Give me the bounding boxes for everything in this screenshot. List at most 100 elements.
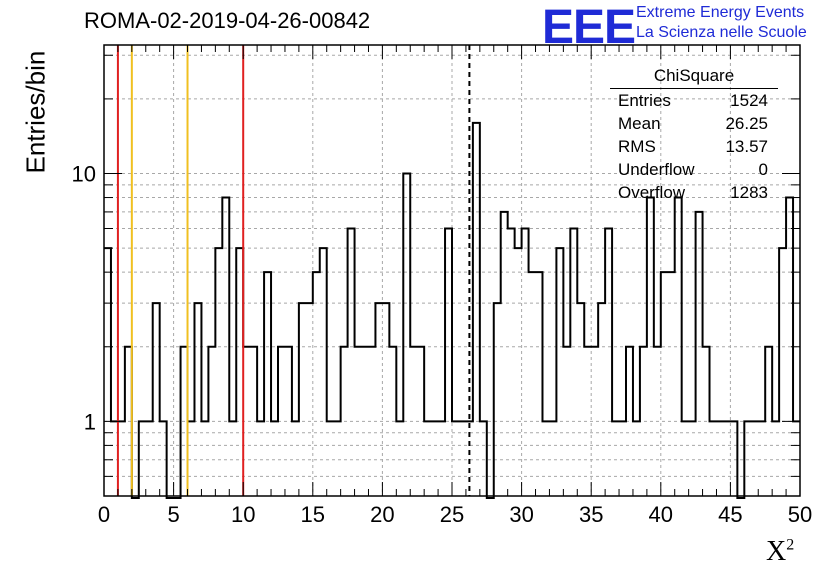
histogram-bin [181, 347, 188, 498]
stats-value: 0 [758, 160, 768, 179]
histogram-bin [327, 421, 334, 498]
histogram-bin [536, 272, 543, 498]
histogram-bin [306, 303, 313, 498]
histogram-bin [236, 248, 243, 498]
histogram-bin [549, 421, 556, 498]
histogram-bin [661, 272, 668, 498]
histogram-bin [494, 303, 501, 498]
stats-label: Mean [618, 114, 661, 133]
histogram-bin [139, 421, 146, 498]
histogram-bin [250, 347, 257, 498]
x-axis-label: X2 [766, 536, 794, 568]
histogram-bin [605, 229, 612, 498]
y-tick-label: 1 [84, 409, 96, 434]
stats-box: ChiSquare Entries 1524 Mean 26.25 RMS 13.57… [610, 66, 778, 204]
histogram-bin [410, 347, 417, 498]
histogram-bin [271, 421, 278, 498]
histogram-bin [529, 272, 536, 498]
histogram-bin [480, 421, 487, 498]
histogram-bin [522, 229, 529, 498]
histogram-bin [368, 347, 375, 498]
histogram-bin [570, 229, 577, 498]
histogram-bin [501, 212, 508, 498]
histogram-bin [647, 198, 654, 498]
histogram-bin [689, 421, 696, 498]
stats-label: Underflow [618, 160, 695, 179]
histogram-bin [473, 123, 480, 498]
histogram-bin [389, 347, 396, 498]
x-axis-label-sup: 2 [786, 536, 795, 554]
stats-row-mean: Mean 26.25 [610, 112, 778, 135]
stats-value: 1524 [730, 91, 768, 110]
x-tick-label: 15 [301, 502, 325, 527]
histogram-bin [264, 272, 271, 498]
histogram-bin [542, 421, 549, 498]
histogram-bin [682, 421, 689, 498]
histogram-bin [751, 421, 758, 498]
stats-row-rms: RMS 13.57 [610, 135, 778, 158]
histogram-bin [424, 421, 431, 498]
stats-value: 1283 [730, 183, 768, 202]
histogram-bin [515, 248, 522, 498]
histogram-bin [278, 347, 285, 498]
stats-label: Overflow [618, 183, 686, 202]
x-tick-label: 50 [788, 502, 812, 527]
histogram-bin [577, 303, 584, 498]
histogram-bin [243, 347, 250, 498]
histogram-bin [285, 347, 292, 498]
histogram-bin [765, 347, 772, 498]
x-tick-label: 20 [370, 502, 394, 527]
histogram-bin [375, 303, 382, 498]
histogram-bin [508, 229, 515, 498]
histogram-bin [299, 303, 306, 498]
histogram-bin [355, 347, 362, 498]
stats-value: 26.25 [725, 114, 768, 133]
x-axis-label-base: X [766, 536, 787, 567]
x-tick-label: 10 [231, 502, 255, 527]
histogram-bin [403, 174, 410, 498]
histogram-bin [452, 421, 459, 498]
x-tick-label: 40 [649, 502, 673, 527]
histogram-bin [125, 347, 132, 498]
histogram-bin [675, 198, 682, 498]
histogram-bin [215, 248, 222, 498]
histogram-bin [716, 421, 723, 498]
stats-label: Entries [618, 91, 671, 110]
y-tick-label: 10 [72, 162, 96, 187]
x-tick-label: 0 [98, 502, 110, 527]
chart-title: ROMA-02-2019-04-26-00842 [84, 8, 371, 33]
histogram-bin [598, 303, 605, 498]
histogram-bin [556, 248, 563, 498]
histogram-bin [153, 303, 160, 498]
histogram-bin [292, 421, 299, 498]
x-tick-label: 30 [509, 502, 533, 527]
histogram-bin [313, 272, 320, 498]
histogram-bin [257, 421, 264, 498]
histogram-bin [348, 229, 355, 498]
histogram-bin [118, 421, 125, 498]
histogram-bin [104, 248, 111, 498]
stats-label: RMS [618, 137, 656, 156]
histogram-bin [229, 421, 236, 498]
stats-row-entries: Entries 1524 [610, 89, 778, 112]
histogram-bin [584, 347, 591, 498]
histogram-bin [696, 212, 703, 498]
histogram-bin [786, 198, 793, 498]
histogram-bin [438, 421, 445, 498]
histogram-bin [633, 421, 640, 498]
stats-title: ChiSquare [610, 66, 778, 89]
x-tick-label: 5 [167, 502, 179, 527]
y-axis-label: Entries/bin [20, 50, 51, 174]
histogram-bin [626, 347, 633, 498]
histogram-bin [431, 421, 438, 498]
histogram-bin [612, 421, 619, 498]
histogram-bin [772, 421, 779, 498]
histogram-bin [341, 347, 348, 498]
histogram-bin [563, 347, 570, 498]
histogram-bin [146, 421, 153, 498]
histogram-bin [320, 248, 327, 498]
stats-row-overflow: Overflow 1283 [610, 181, 778, 204]
histogram-bin [668, 272, 675, 498]
logo-line-1: Extreme Energy Events [636, 4, 805, 21]
